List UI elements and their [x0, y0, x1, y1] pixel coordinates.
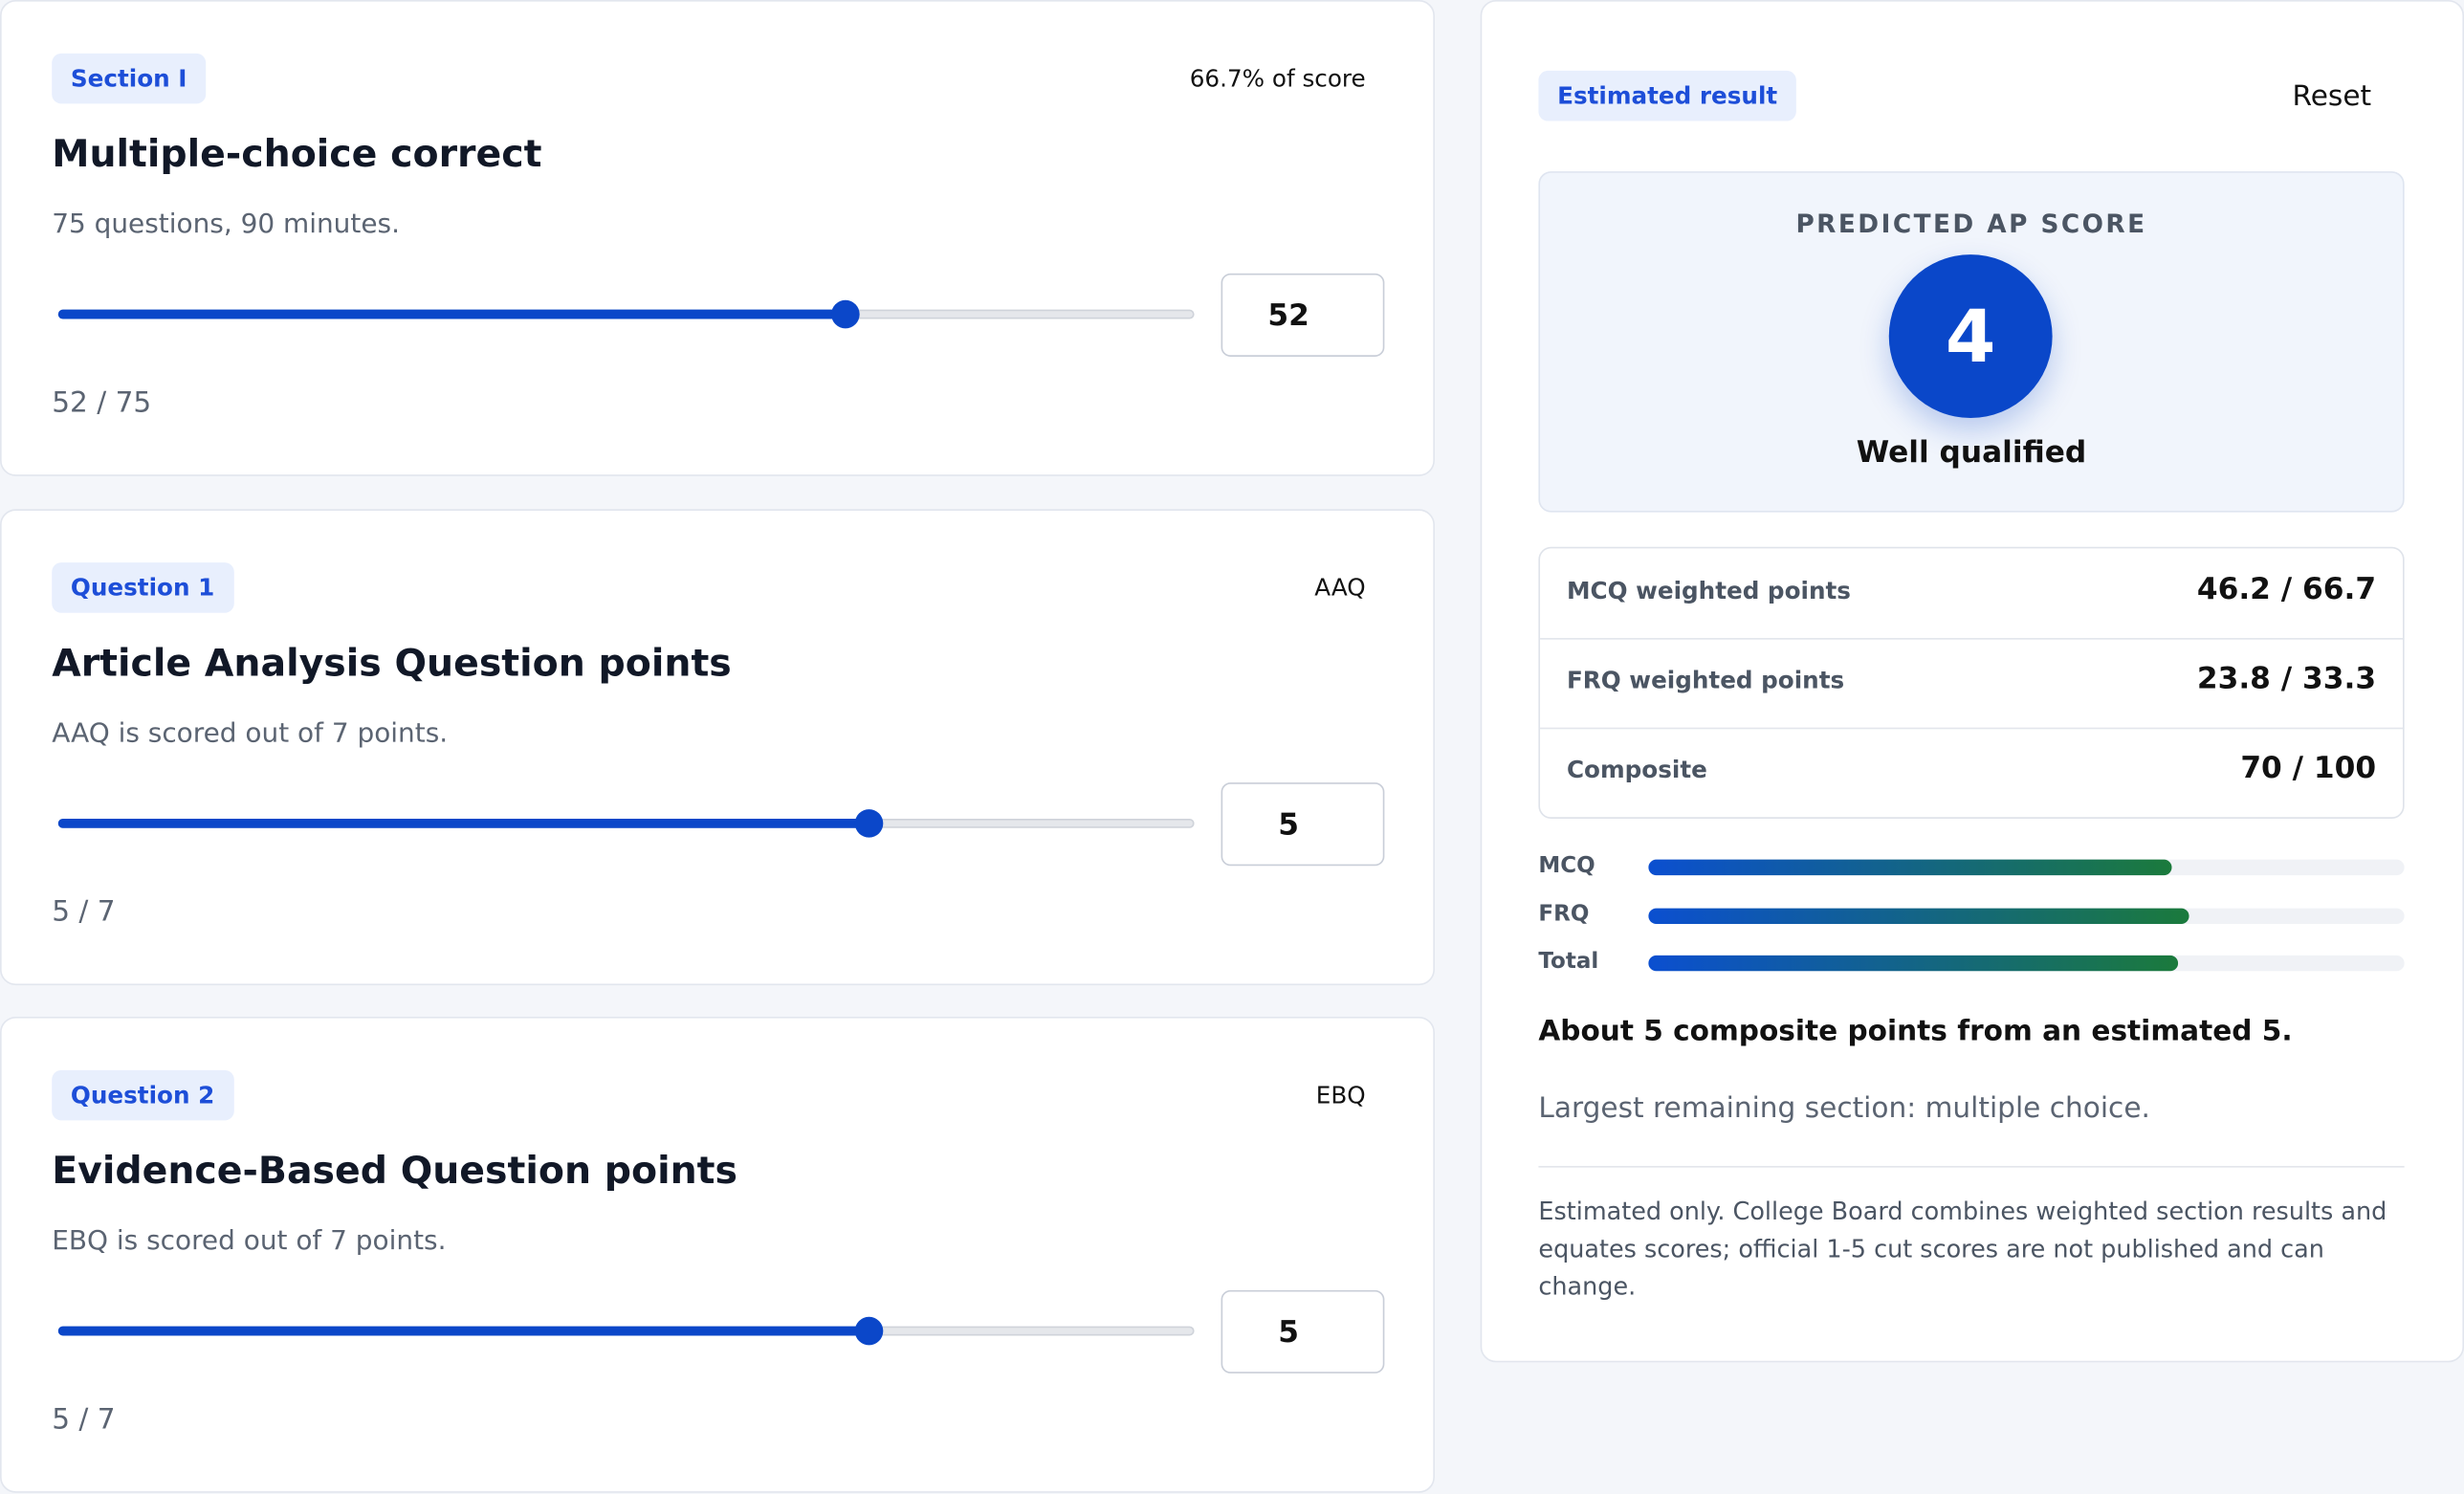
bar-label: FRQ	[1538, 901, 1590, 927]
bar-label: Total	[1538, 949, 1599, 975]
description: AAQ is scored out of 7 points.	[52, 717, 449, 750]
number-input[interactable]: 52	[1221, 273, 1385, 357]
row-divider	[1540, 638, 2403, 640]
verdict: Well qualified	[1856, 435, 2087, 471]
bar	[1648, 955, 2178, 972]
description: 75 questions, 90 minutes.	[52, 209, 400, 241]
badge: Question 2	[52, 1069, 233, 1121]
points-table	[1538, 546, 2405, 819]
fraction: 5 / 7	[52, 895, 116, 929]
slider-thumb[interactable]	[831, 299, 861, 329]
badge: Question 1	[52, 562, 233, 613]
disclaimer: Estimated only. College Board combines w…	[1538, 1197, 2387, 1302]
bar	[1648, 907, 2189, 924]
slider-fill	[57, 818, 870, 828]
row-label: Composite	[1566, 756, 1707, 784]
row-value: 46.2 / 66.7	[2196, 572, 2377, 607]
title: Article Analysis Question points	[52, 641, 732, 686]
row-value: 23.8 / 33.3	[2196, 661, 2377, 696]
card	[0, 0, 1435, 476]
badge: Section I	[52, 53, 207, 104]
number-input[interactable]: 5	[1221, 1289, 1385, 1373]
bar-label: MCQ	[1538, 853, 1595, 879]
row-label: FRQ weighted points	[1566, 666, 1845, 695]
row-label: MCQ weighted points	[1566, 576, 1851, 605]
slider-fill	[57, 309, 847, 319]
summary: About 5 composite points from an estimat…	[1538, 1015, 2293, 1048]
divider	[1538, 1166, 2405, 1168]
fraction: 52 / 75	[52, 386, 152, 420]
slider-fill	[57, 1326, 870, 1336]
bar	[1648, 859, 2173, 876]
score-label: PREDICTED AP SCORE	[1795, 209, 2147, 239]
row-value: 70 / 100	[2240, 751, 2377, 786]
slider-thumb[interactable]	[855, 809, 885, 838]
slider-thumb[interactable]	[855, 1316, 885, 1346]
title: Multiple-choice correct	[52, 132, 542, 177]
fraction: 5 / 7	[52, 1403, 116, 1437]
meta: EBQ	[1315, 1081, 1366, 1110]
row-divider	[1540, 727, 2403, 730]
score-circle: 4	[1888, 254, 2053, 419]
remaining: Largest remaining section: multiple choi…	[1538, 1091, 2150, 1126]
card	[0, 1016, 1435, 1493]
title: Evidence-Based Question points	[52, 1148, 737, 1193]
number-input[interactable]: 5	[1221, 782, 1385, 867]
badge: Estimated result	[1538, 70, 1796, 121]
reset-button[interactable]: Reset	[2292, 79, 2372, 114]
meta: AAQ	[1314, 573, 1366, 603]
meta: 66.7% of score	[1189, 64, 1366, 93]
card	[0, 509, 1435, 986]
description: EBQ is scored out of 7 points.	[52, 1225, 447, 1258]
